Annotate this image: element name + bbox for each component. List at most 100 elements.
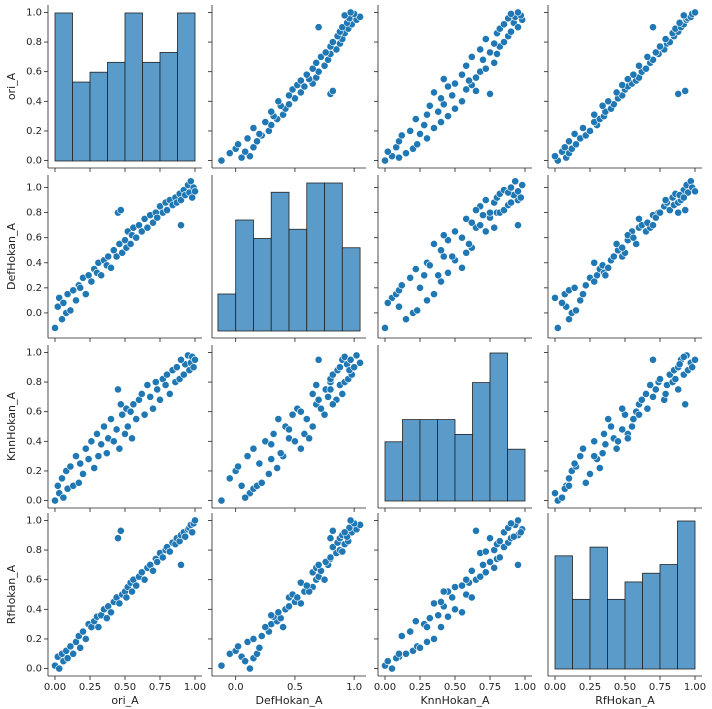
scatter-point (156, 395, 164, 404)
scatter-point (495, 537, 504, 546)
scatter-point (628, 422, 636, 431)
scatter-point (100, 422, 108, 431)
scatter-point (518, 181, 527, 189)
scatter-point (317, 404, 325, 413)
scatter-point (558, 493, 566, 502)
hist-bar (624, 581, 643, 670)
scatter-point (69, 286, 78, 295)
scatter-point (458, 608, 466, 617)
scatter-point (305, 434, 314, 443)
scatter-point (137, 389, 146, 398)
scatter-point (430, 124, 438, 132)
x-tick-label: 0.00 (374, 682, 396, 693)
scatter-point (688, 363, 697, 372)
scatter-point (423, 110, 431, 119)
scatter-point (153, 385, 162, 394)
scatter-point (612, 444, 621, 453)
scatter-point (490, 563, 499, 572)
scatter-point (291, 437, 299, 446)
scatter-point (406, 127, 415, 135)
scatter-point (132, 415, 141, 423)
scatter-point (115, 599, 124, 608)
scatter-point (308, 422, 317, 431)
scatter-point (346, 355, 355, 364)
scatter-point (462, 85, 471, 94)
scatter-point (356, 358, 364, 367)
scatter-point (126, 240, 135, 248)
scatter-point (444, 82, 452, 91)
scatter-point (217, 661, 226, 670)
scatter-point (681, 400, 690, 409)
scatter-point (604, 263, 613, 272)
scatter-point (153, 558, 162, 566)
scatter-point (314, 23, 323, 32)
scatter-point (565, 474, 573, 483)
scatter-point (612, 88, 621, 97)
scatter-point (146, 392, 155, 401)
scatter-point (490, 58, 499, 67)
scatter-point (264, 470, 273, 478)
scatter-point (691, 355, 699, 364)
x-tick-label: 1.00 (184, 682, 206, 693)
scatter-point (423, 638, 431, 646)
scatter-point (189, 363, 198, 372)
x-axis-label: ori_A (111, 694, 139, 707)
hist-bar (554, 555, 573, 670)
scatter-point (618, 81, 627, 89)
scatter-point (671, 375, 680, 383)
scatter-point (458, 97, 466, 106)
scatter-point (81, 290, 90, 299)
scatter-point (472, 87, 480, 95)
scatter-point (72, 452, 80, 461)
scatter-point (514, 8, 522, 17)
scatter-point (416, 643, 424, 652)
scatter-point (346, 8, 355, 17)
scatter-point (420, 121, 429, 129)
panel (544, 175, 702, 342)
scatter-point (402, 315, 410, 324)
scatter-point (651, 213, 660, 222)
scatter-point (66, 642, 75, 651)
scatter-point (651, 385, 660, 394)
scatter-point (255, 459, 264, 468)
scatter-point (425, 101, 434, 110)
y-tick-label: 0.4 (26, 96, 42, 107)
scatter-point (486, 534, 494, 543)
scatter-point (395, 153, 403, 162)
scatter-point (661, 35, 670, 43)
scatter-point (618, 243, 627, 252)
scatter-point (115, 240, 124, 248)
scatter-point (451, 104, 459, 113)
scatter-point (153, 213, 162, 222)
scatter-point (479, 211, 487, 220)
scatter-point (129, 400, 138, 409)
scatter-point (581, 478, 590, 487)
scatter-point (151, 378, 160, 386)
hist-bar (607, 598, 626, 670)
scatter-point (140, 214, 149, 223)
scatter-point (553, 324, 562, 332)
scatter-point (241, 493, 250, 502)
scatter-point (143, 381, 152, 389)
scatter-point (395, 649, 403, 658)
hist-bar (402, 419, 421, 502)
scatter-point (465, 76, 473, 85)
scatter-point (163, 206, 171, 215)
y-axis-label: KnnHokan_A (5, 391, 18, 461)
scatter-point (601, 440, 610, 449)
scatter-point (609, 252, 618, 261)
scatter-point (112, 252, 121, 261)
scatter-point (516, 528, 525, 537)
y-tick-label: 0.6 (26, 67, 42, 78)
scatter-point (241, 657, 250, 666)
scatter-point (143, 223, 152, 232)
scatter-point (234, 462, 242, 471)
scatter-point (467, 52, 476, 61)
hist-bar (572, 598, 591, 670)
scatter-point (444, 112, 452, 121)
scatter-point (149, 218, 157, 227)
scatter-point (97, 440, 106, 449)
scatter-point (285, 100, 293, 109)
hist-bar (235, 219, 254, 332)
scatter-point (507, 27, 515, 36)
